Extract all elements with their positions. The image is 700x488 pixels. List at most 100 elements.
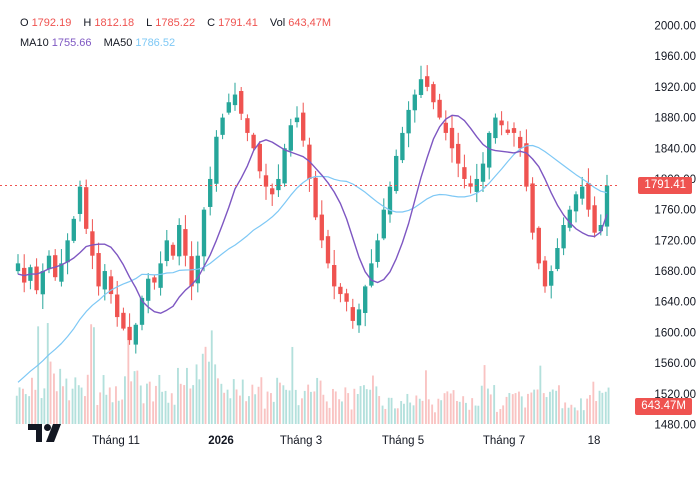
- volume-bar: [282, 385, 285, 424]
- candle-body: [598, 225, 603, 232]
- candlesticks: [15, 65, 610, 354]
- volume-bar: [68, 400, 71, 424]
- candle-body: [288, 125, 293, 151]
- volume-bar: [549, 391, 551, 424]
- volume-bar: [394, 408, 396, 424]
- volume-bar: [62, 386, 64, 424]
- volume-bar: [372, 375, 374, 424]
- ma10-line: [17, 114, 608, 314]
- volume-bar: [474, 405, 477, 424]
- candle-body: [65, 240, 70, 263]
- volume-bar: [257, 386, 260, 424]
- volume-bar: [477, 405, 480, 424]
- candle-body: [431, 84, 436, 103]
- volume-bar: [437, 398, 440, 424]
- candle-body: [369, 263, 374, 286]
- volume-bar: [111, 402, 114, 424]
- volume-bar: [121, 399, 124, 424]
- volume-bar: [49, 361, 52, 424]
- candle-body: [604, 185, 610, 227]
- volume-bar: [496, 411, 498, 424]
- candle-body: [462, 167, 467, 179]
- volume-bar: [86, 374, 89, 424]
- y-tick-label: 1840.00: [654, 143, 696, 155]
- candle-body: [456, 143, 461, 164]
- volume-bar: [378, 396, 381, 424]
- ma10-label: MA10: [20, 37, 49, 49]
- volume-bar: [582, 410, 585, 424]
- candle-body: [580, 186, 585, 199]
- volume-bar: [307, 384, 310, 424]
- low-label: L: [146, 17, 153, 29]
- volume-bar: [415, 395, 418, 424]
- volume-bar: [46, 323, 49, 424]
- y-tick-label: 1920.00: [654, 82, 696, 94]
- candle-body: [177, 225, 182, 257]
- volume-bar: [431, 404, 434, 424]
- x-tick-label: Tháng 11: [92, 435, 140, 447]
- candle-body: [282, 148, 287, 184]
- volume-bar: [96, 404, 99, 424]
- candle-body: [170, 244, 176, 256]
- candle-body: [325, 236, 331, 264]
- candle-body: [84, 187, 89, 229]
- volume-bar: [40, 398, 43, 424]
- volume-bars: [15, 323, 610, 424]
- volume-bar: [74, 377, 77, 424]
- candle-body: [40, 271, 45, 295]
- volume-bar: [325, 401, 328, 424]
- volume-bar: [161, 391, 164, 424]
- volume-bar: [316, 377, 319, 424]
- volume-bar: [139, 385, 142, 424]
- volume-bar: [229, 398, 232, 424]
- ma50-line: [17, 144, 608, 383]
- volume-bar: [493, 385, 496, 424]
- x-tick-label: Tháng 5: [382, 435, 424, 447]
- volume-bar: [285, 389, 288, 424]
- volume-bar: [24, 394, 27, 424]
- candle-body: [232, 94, 238, 106]
- volume-bar: [28, 396, 31, 424]
- candle-body: [356, 309, 362, 326]
- candle-body: [34, 266, 39, 291]
- volume-bar: [276, 377, 279, 424]
- volume-bar: [179, 383, 182, 424]
- volume-bar: [480, 385, 483, 424]
- volume-bar: [59, 368, 62, 424]
- volume-bar: [130, 381, 133, 424]
- volume-bar: [483, 365, 486, 424]
- volume-bar: [406, 393, 409, 424]
- volume-bar: [322, 394, 325, 424]
- candle-body: [127, 326, 132, 341]
- candle-body: [319, 214, 324, 241]
- candle-body: [220, 117, 225, 135]
- volume-bar: [164, 390, 167, 424]
- volume-bar: [384, 408, 387, 424]
- candle-body: [524, 143, 529, 187]
- volume-bar: [443, 393, 446, 424]
- volume-bar: [403, 403, 405, 424]
- volume-bar: [530, 392, 533, 424]
- candle-body: [270, 188, 275, 195]
- volume-bar: [43, 388, 46, 424]
- volume-bar: [564, 402, 567, 424]
- volume-bar: [502, 405, 505, 424]
- volume-bar: [102, 375, 105, 424]
- candle-body: [592, 205, 597, 233]
- volume-bar: [446, 391, 449, 424]
- candle-body: [530, 183, 535, 233]
- volume-bar: [328, 407, 331, 424]
- candle-body: [418, 79, 424, 95]
- candle-body: [406, 109, 411, 134]
- candle-body: [505, 129, 510, 133]
- volume-bar: [248, 396, 250, 424]
- candle-body: [46, 255, 52, 270]
- volume-bar: [133, 371, 136, 424]
- y-tick-label: 1600.00: [654, 327, 696, 339]
- volume-bar: [127, 334, 130, 424]
- volume-bar: [186, 367, 188, 424]
- y-tick-label: 1960.00: [654, 51, 696, 63]
- candle-body: [71, 218, 76, 241]
- candle-body: [108, 276, 114, 295]
